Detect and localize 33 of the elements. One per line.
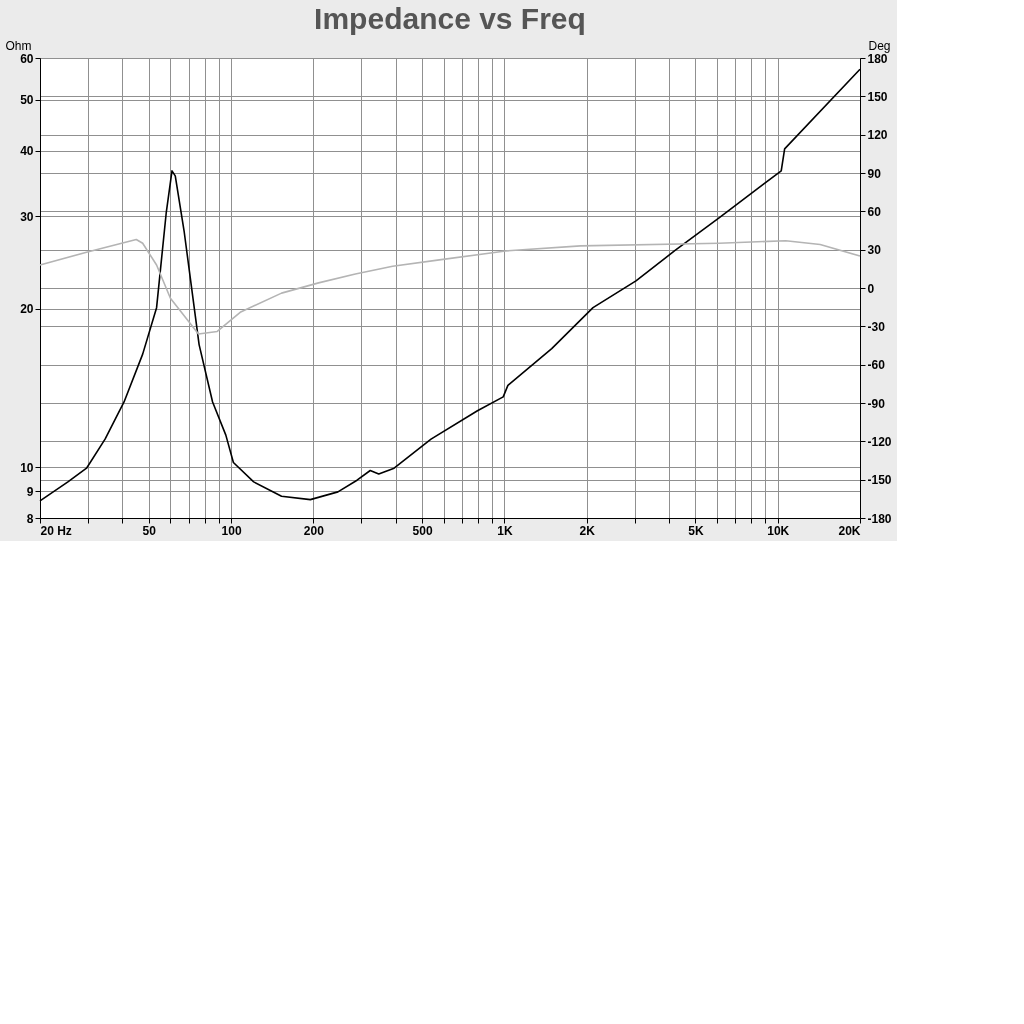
x-tick-label: 5K bbox=[688, 523, 704, 538]
y-tick-label: 10 bbox=[20, 460, 34, 475]
y2-tick-label: 30 bbox=[867, 243, 882, 258]
y2-axis-title: Deg bbox=[868, 38, 891, 53]
chart-title: Impedance vs Freq bbox=[314, 2, 586, 35]
x-tick-label: 500 bbox=[412, 523, 433, 538]
y2-tick-label: -90 bbox=[867, 396, 886, 411]
x-tick-label: 20K bbox=[838, 523, 861, 538]
y-tick-label: 30 bbox=[20, 209, 34, 224]
y-tick-label: 8 bbox=[26, 511, 34, 526]
y2-tick-label: -60 bbox=[867, 358, 886, 373]
x-tick-label: 10K bbox=[767, 523, 790, 538]
y2-tick-label: 120 bbox=[867, 128, 888, 143]
y-tick-label: 40 bbox=[20, 144, 34, 159]
y2-tick-label: 150 bbox=[867, 89, 888, 104]
y-axis-title: Ohm bbox=[5, 38, 32, 53]
x-tick-label: 1K bbox=[497, 523, 513, 538]
y-tick-label: 60 bbox=[20, 51, 34, 66]
y2-tick-label: -180 bbox=[867, 511, 892, 526]
y2-tick-label: -120 bbox=[867, 434, 892, 449]
y2-tick-label: 60 bbox=[867, 204, 882, 219]
x-tick-label: 100 bbox=[221, 523, 242, 538]
y-tick-label: 9 bbox=[26, 484, 34, 499]
y2-tick-label: 0 bbox=[867, 281, 875, 296]
x-tick-label: 2K bbox=[579, 523, 596, 538]
y2-tick-label: -30 bbox=[867, 319, 886, 334]
x-tick-label: 20 Hz bbox=[40, 523, 72, 538]
y-tick-label: 20 bbox=[20, 302, 34, 317]
y2-tick-label: -150 bbox=[867, 473, 892, 488]
y-tick-label: 50 bbox=[20, 93, 34, 108]
x-tick-label: 50 bbox=[142, 523, 157, 538]
x-tick-label: 200 bbox=[303, 523, 325, 538]
y2-tick-label: 90 bbox=[867, 166, 882, 181]
